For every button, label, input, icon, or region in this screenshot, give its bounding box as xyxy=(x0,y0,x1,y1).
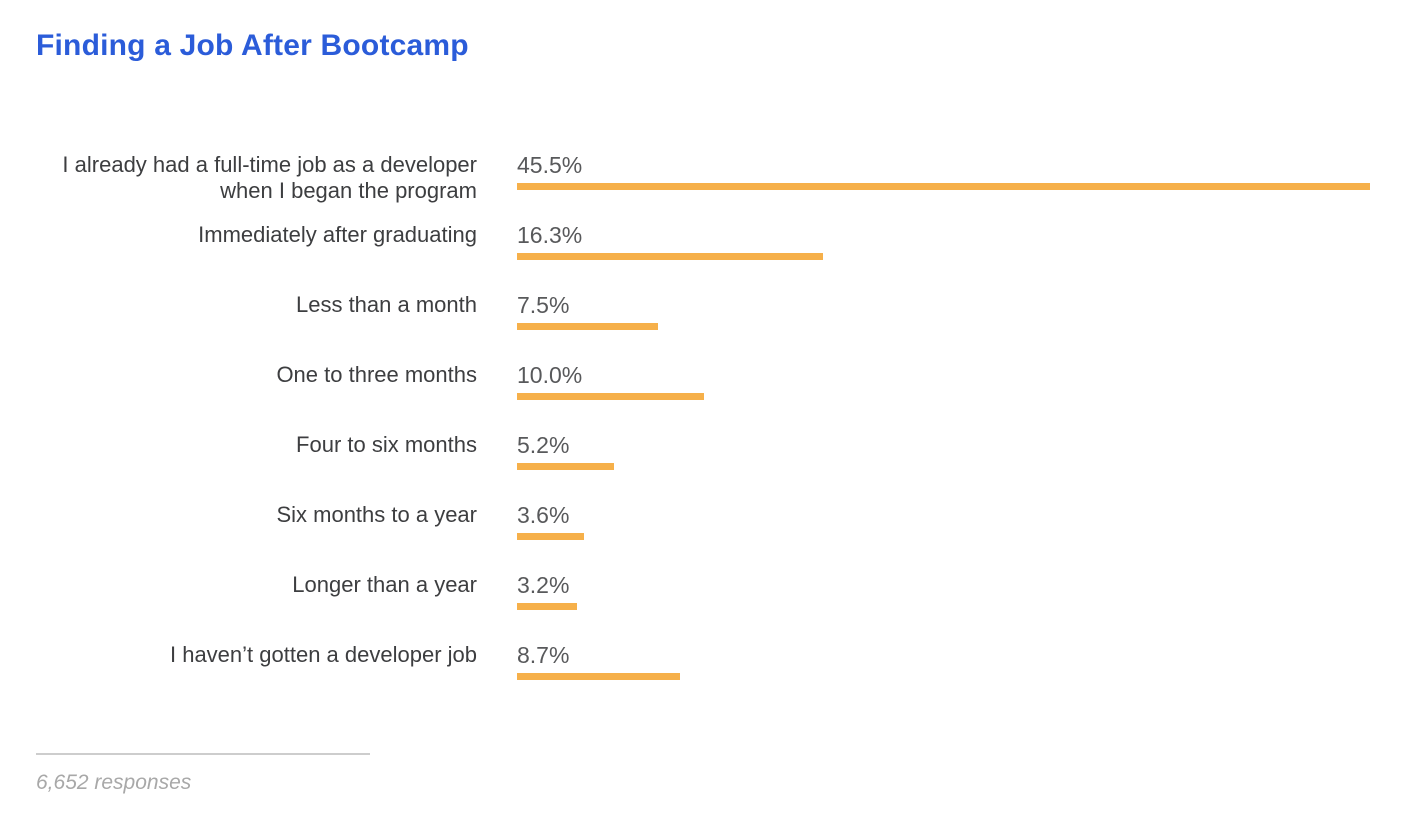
value-label: 7.5% xyxy=(517,292,570,318)
value-label: 45.5% xyxy=(517,152,583,178)
value-label: 10.0% xyxy=(517,362,583,388)
chart-footer: 6,652 responses xyxy=(36,753,1370,795)
chart-row: Immediately after graduating 16.3% xyxy=(36,220,1370,290)
category-label: Immediately after graduating xyxy=(198,222,477,247)
chart-row: I already had a full-time job as a devel… xyxy=(36,150,1370,220)
bar-column: 16.3% xyxy=(517,220,1370,260)
bar-column: 8.7% xyxy=(517,640,1370,680)
bar xyxy=(517,673,681,680)
category-label: Less than a month xyxy=(295,292,477,317)
chart-row: One to three months 10.0% xyxy=(36,360,1370,430)
category-label: Six months to a year xyxy=(276,502,477,527)
chart-row: Less than a month 7.5% xyxy=(36,290,1370,360)
value-label: 16.3% xyxy=(517,222,583,248)
chart-row: Six months to a year 3.6% xyxy=(36,500,1370,570)
bar-column: 7.5% xyxy=(517,290,1370,330)
bar xyxy=(517,603,577,610)
bar xyxy=(517,393,705,400)
bar xyxy=(517,463,615,470)
chart-row: I haven’t gotten a developer job 8.7% xyxy=(36,640,1370,710)
footer-divider xyxy=(36,753,370,755)
bar-column: 45.5% xyxy=(517,150,1370,190)
category-label: One to three months xyxy=(276,362,477,387)
bar-column: 3.2% xyxy=(517,570,1370,610)
category-label: Longer than a year xyxy=(292,572,477,597)
category-label: Four to six months xyxy=(296,432,477,457)
category-label: I already had a full-time job as a devel… xyxy=(62,152,477,203)
bar xyxy=(517,533,585,540)
bar xyxy=(517,183,1370,190)
bar-chart: I already had a full-time job as a devel… xyxy=(36,150,1370,710)
survey-results-page: Finding a Job After Bootcamp I already h… xyxy=(36,29,1370,795)
value-label: 3.6% xyxy=(517,502,570,528)
response-count: 6,652 responses xyxy=(36,771,192,794)
bar-column: 3.6% xyxy=(517,500,1370,540)
bar xyxy=(517,323,658,330)
value-label: 3.2% xyxy=(517,572,570,598)
bar-column: 10.0% xyxy=(517,360,1370,400)
chart-title: Finding a Job After Bootcamp xyxy=(36,29,469,62)
chart-row: Four to six months 5.2% xyxy=(36,430,1370,500)
bar-column: 5.2% xyxy=(517,430,1370,470)
value-label: 8.7% xyxy=(517,642,570,668)
bar xyxy=(517,253,823,260)
chart-row: Longer than a year 3.2% xyxy=(36,570,1370,640)
category-label: I haven’t gotten a developer job xyxy=(169,642,477,667)
value-label: 5.2% xyxy=(517,432,570,458)
